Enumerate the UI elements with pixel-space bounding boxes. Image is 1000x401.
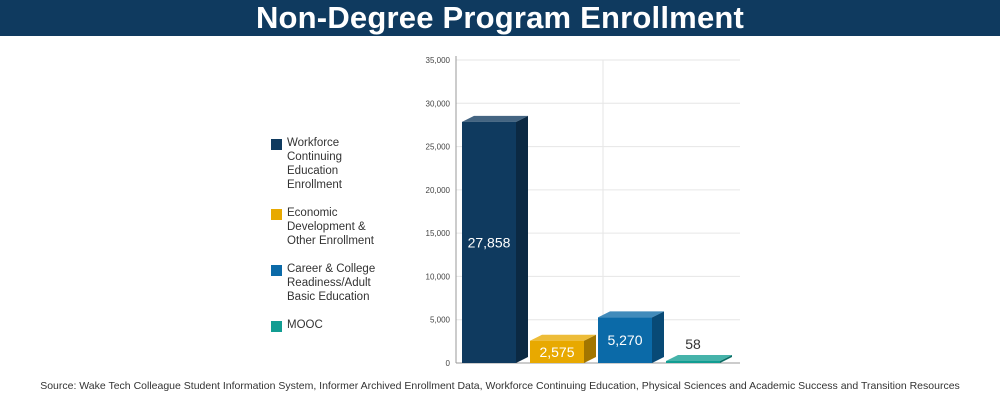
y-tick-label: 20,000 — [426, 186, 451, 195]
legend-label: Workforce Continuing Education Enrollmen… — [287, 137, 342, 191]
legend: Workforce Continuing Education Enrollmen… — [271, 136, 396, 346]
bar — [462, 121, 516, 363]
data-label: 27,858 — [468, 234, 511, 250]
data-label: 2,575 — [539, 344, 574, 360]
y-tick-label: 15,000 — [426, 229, 451, 238]
legend-swatch-icon — [271, 265, 282, 276]
bar-top — [666, 355, 732, 361]
y-tick-label: 35,000 — [426, 56, 451, 65]
source-note: Source: Wake Tech Colleague Student Info… — [40, 380, 960, 392]
legend-item: MOOC — [271, 318, 396, 332]
bar-side — [720, 355, 732, 363]
legend-swatch-icon — [271, 209, 282, 220]
legend-swatch-icon — [271, 321, 282, 332]
data-label: 58 — [685, 336, 701, 352]
y-tick-label: 10,000 — [426, 272, 451, 281]
y-tick-label: 5,000 — [430, 316, 451, 325]
bar — [598, 317, 652, 363]
legend-item: Economic Development & Other Enrollment — [271, 206, 396, 248]
bar-side — [516, 115, 528, 363]
chart-title: Non-Degree Program Enrollment — [0, 0, 1000, 36]
bar — [666, 361, 720, 363]
legend-item: Workforce Continuing Education Enrollmen… — [271, 136, 396, 192]
bar-side — [584, 334, 596, 363]
legend-item: Career & College Readiness/Adult Basic E… — [271, 262, 396, 304]
bar-top — [598, 311, 664, 318]
legend-label: Career & College Readiness/Adult Basic E… — [287, 263, 376, 303]
y-tick-label: 25,000 — [426, 143, 451, 152]
legend-label: Economic Development & Other Enrollment — [287, 207, 374, 247]
bar-side — [652, 311, 664, 363]
y-tick-label: 0 — [446, 359, 451, 368]
legend-swatch-icon — [271, 139, 282, 150]
bar-chart: 0 5,000 10,000 15,000 20,000 25,000 30,000 35,0… — [426, 56, 740, 368]
data-label: 5,270 — [607, 332, 642, 348]
bar — [530, 340, 584, 363]
y-tick-label: 30,000 — [426, 99, 451, 108]
bar-top — [530, 334, 596, 341]
bar-top — [462, 115, 528, 122]
legend-label: MOOC — [287, 319, 323, 331]
